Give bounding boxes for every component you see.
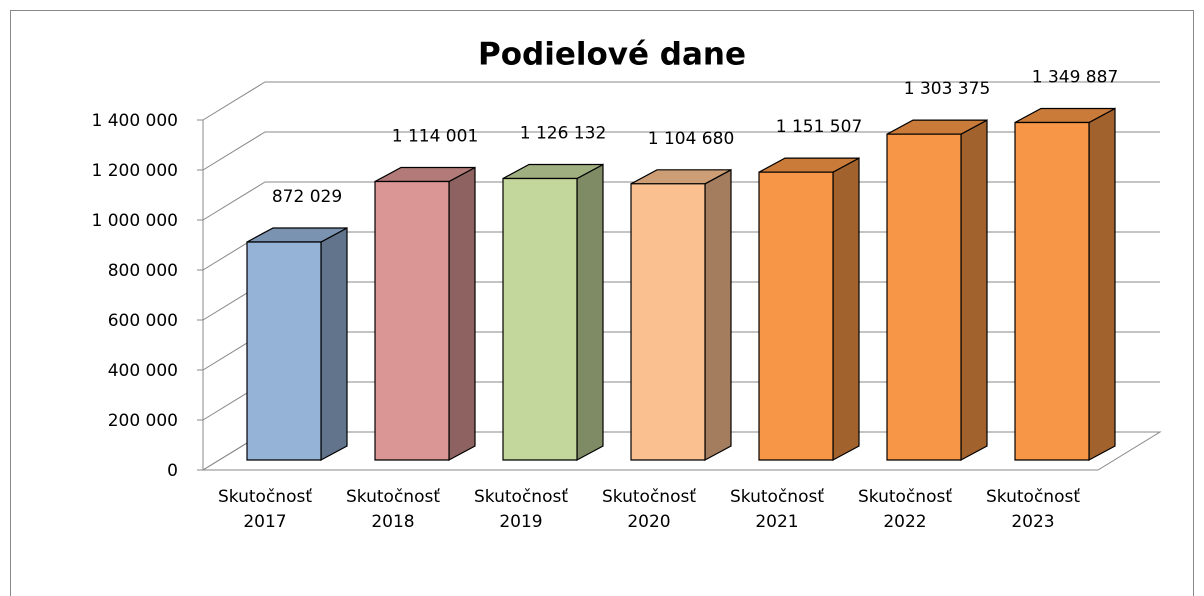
bar [758,157,860,462]
bar-side [1088,107,1116,462]
bar-front [246,241,322,461]
value-label: 1 114 001 [392,126,479,146]
x-tick-label: Skutočnosť 2018 [346,487,440,532]
bar-side [320,226,348,462]
y-tick-label: 1 000 000 [91,211,178,231]
x-tick-label: Skutočnosť 2022 [858,487,952,532]
grid-line [202,181,1160,221]
y-tick-label: 600 000 [108,311,178,331]
chart-border [10,10,1194,596]
y-tick-label: 0 [167,461,178,481]
bar [886,119,988,462]
value-label: 1 126 132 [520,123,607,143]
x-tick-label: Skutočnosť 2023 [986,487,1080,532]
y-tick-label: 800 000 [108,261,178,281]
y-tick-label: 1 200 000 [91,161,178,181]
bar [246,226,348,462]
bar-front [374,180,450,461]
value-label: 872 029 [272,187,342,207]
grid-line [202,131,1160,171]
bar [1014,107,1116,462]
bar [374,166,476,462]
y-tick-label: 1 400 000 [91,111,178,131]
bar-side [960,119,988,462]
x-tick-label: Skutočnosť 2021 [730,487,824,532]
x-tick-label: Skutočnosť 2019 [474,487,568,532]
bar [502,163,604,462]
bar-front [758,171,834,461]
bar-front [886,133,962,461]
y-tick-label: 200 000 [108,411,178,431]
bar-front [1014,121,1090,461]
x-tick-label: Skutočnosť 2017 [218,487,312,532]
value-label: 1 104 680 [648,129,735,149]
bar-side [832,157,860,462]
bar-front [630,183,706,461]
x-tick-label: Skutočnosť 2020 [602,487,696,532]
value-label: 1 349 887 [1032,68,1119,88]
y-tick-label: 400 000 [108,361,178,381]
chart-title: Podielové dane [478,37,746,73]
value-label: 1 303 375 [904,79,991,99]
value-label: 1 151 507 [776,117,863,137]
bar [630,168,732,462]
bar-side [576,163,604,462]
bar-side [448,166,476,462]
bar-side [704,168,732,462]
bar-front [502,177,578,461]
grid-line [202,81,1160,121]
